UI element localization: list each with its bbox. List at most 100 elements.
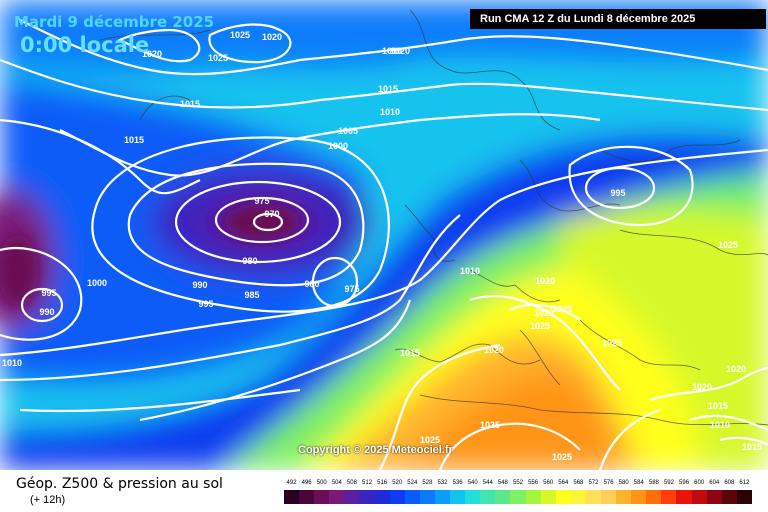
isobar-label: 970 bbox=[264, 209, 279, 219]
isobar-label: 1020 bbox=[142, 49, 162, 59]
color-scale-label: 548 bbox=[497, 480, 508, 486]
isobar-label: 1020 bbox=[534, 308, 554, 318]
isobar-label: 1020 bbox=[262, 32, 282, 42]
isobar-label: 1015 bbox=[400, 348, 420, 358]
color-scale-swatch bbox=[419, 490, 435, 504]
color-scale-swatch bbox=[661, 490, 677, 504]
color-scale-label: 604 bbox=[709, 480, 720, 486]
color-scale-label: 508 bbox=[346, 480, 357, 486]
color-scale-label: 544 bbox=[482, 480, 493, 486]
isobar-label: 1010 bbox=[2, 358, 22, 368]
color-scale-swatch bbox=[706, 490, 722, 504]
color-scale-label: 608 bbox=[724, 480, 735, 486]
color-scale-labels: 492 496 500 504 508 512 516 520 524 528 532 536 540 5… bbox=[284, 480, 752, 489]
color-scale-swatch bbox=[465, 490, 481, 504]
isobar-label: 1020 bbox=[726, 364, 746, 374]
isobar-label: 975 bbox=[254, 196, 269, 206]
isobar-label: 1015 bbox=[124, 135, 144, 145]
isobar-label: 1010 bbox=[380, 107, 400, 117]
color-scale-label: 540 bbox=[467, 480, 478, 486]
coastlines bbox=[99, 9, 768, 426]
isobar-label: 995 bbox=[41, 288, 56, 298]
isobar-labels: 1025 1020 1020 1025 1020 1015 1015 1010 1015 1005… bbox=[2, 30, 762, 462]
isobar-label: 985 bbox=[244, 290, 259, 300]
color-scale-swatch bbox=[495, 490, 511, 504]
copyright-notice: Copyright © 2025 Meteociel.fr bbox=[298, 444, 453, 456]
color-scale-label: 580 bbox=[618, 480, 629, 486]
color-scale-swatch bbox=[631, 490, 647, 504]
run-info-box: Run CMA 12 Z du Lundi 8 décembre 2025 bbox=[470, 9, 766, 29]
color-scale-label: 560 bbox=[543, 480, 554, 486]
color-scale-label: 496 bbox=[301, 480, 312, 486]
color-scale-swatch bbox=[676, 490, 692, 504]
color-scale-swatch bbox=[691, 490, 707, 504]
color-scale-label: 536 bbox=[452, 480, 463, 486]
isobar-label: 1025 bbox=[718, 240, 738, 250]
color-scale-swatch bbox=[299, 490, 315, 504]
color-scale-label: 500 bbox=[316, 480, 327, 486]
color-scale-label: 584 bbox=[633, 480, 644, 486]
isobar-label: 1020 bbox=[692, 382, 712, 392]
isobar-label: 1025 bbox=[208, 53, 228, 63]
isobar-label: 1015 bbox=[708, 401, 728, 411]
color-scale-label: 492 bbox=[286, 480, 297, 486]
isobar-label: 995 bbox=[198, 299, 213, 309]
color-scale-label: 524 bbox=[407, 480, 418, 486]
color-scale-swatch bbox=[450, 490, 466, 504]
isobar-label: 1020 bbox=[390, 46, 410, 56]
color-scale-swatch bbox=[480, 490, 496, 504]
color-scale-swatch bbox=[525, 490, 541, 504]
isobar-label: 975 bbox=[344, 284, 359, 294]
isobar-label: 1000 bbox=[328, 141, 348, 151]
isobar-label: 1005 bbox=[338, 126, 358, 136]
color-scale-swatch bbox=[721, 490, 737, 504]
map-svg: 1025 1020 1020 1025 1020 1015 1015 1010 1015 1005… bbox=[0, 0, 768, 471]
color-scale-swatch bbox=[284, 490, 300, 504]
color-scale-swatch bbox=[344, 490, 360, 504]
color-scale-label: 552 bbox=[512, 480, 524, 486]
color-scale-bar bbox=[284, 490, 752, 504]
isobar-label: 1025 bbox=[230, 30, 250, 40]
color-scale-swatch bbox=[585, 490, 601, 504]
isobar-label: 1010 bbox=[710, 420, 730, 430]
color-scale-swatch bbox=[616, 490, 632, 504]
color-scale-label: 600 bbox=[694, 480, 705, 486]
color-scale-swatch bbox=[646, 490, 662, 504]
color-scale-swatch bbox=[329, 490, 345, 504]
weather-map: 1025 1020 1020 1025 1020 1015 1015 1010 1015 1005… bbox=[0, 0, 768, 471]
isobar-label: 1025 bbox=[602, 338, 622, 348]
color-scale-label: 612 bbox=[739, 480, 750, 486]
isobar-label: 990 bbox=[39, 307, 54, 317]
color-scale-swatch bbox=[434, 490, 451, 504]
isobar-label: 1025 bbox=[552, 452, 572, 462]
color-scale-label: 528 bbox=[422, 480, 433, 486]
isobar-label: 990 bbox=[192, 280, 207, 290]
color-scale-label: 576 bbox=[603, 480, 614, 486]
isobar-label: 1020 bbox=[535, 276, 555, 286]
color-scale-label: 516 bbox=[377, 480, 388, 486]
color-scale-swatch bbox=[540, 490, 556, 504]
forecast-date: Mardi 9 décembre 2025 bbox=[14, 13, 214, 31]
legend-subtitle: (+ 12h) bbox=[30, 494, 66, 506]
color-scale-label: 564 bbox=[558, 480, 569, 486]
isobar-label: 980 bbox=[304, 279, 319, 289]
low-core bbox=[0, 204, 300, 305]
color-scale-label: 532 bbox=[437, 480, 448, 486]
isobar-label: 1015 bbox=[742, 442, 762, 452]
color-scale-label: 504 bbox=[331, 480, 342, 486]
color-scale-label: 556 bbox=[528, 480, 539, 486]
isobar-label: 1000 bbox=[87, 278, 107, 288]
isobar-label: 1015 bbox=[378, 84, 398, 94]
isobar-label: 1025 bbox=[420, 435, 440, 445]
isobar-label: 1020 bbox=[484, 345, 504, 355]
color-scale-label: 568 bbox=[573, 480, 584, 486]
legend-title: Géop. Z500 & pression au sol bbox=[16, 476, 223, 492]
isobar-label: 980 bbox=[242, 256, 257, 266]
color-scale-label: 572 bbox=[588, 480, 599, 486]
isobar-label: 995 bbox=[610, 188, 625, 198]
color-scale-label: 596 bbox=[679, 480, 690, 486]
isobar-label: 1025 bbox=[480, 420, 500, 430]
isobars bbox=[0, 19, 768, 471]
color-scale-swatch bbox=[510, 490, 526, 504]
isobar-label: 1025 bbox=[530, 321, 550, 331]
